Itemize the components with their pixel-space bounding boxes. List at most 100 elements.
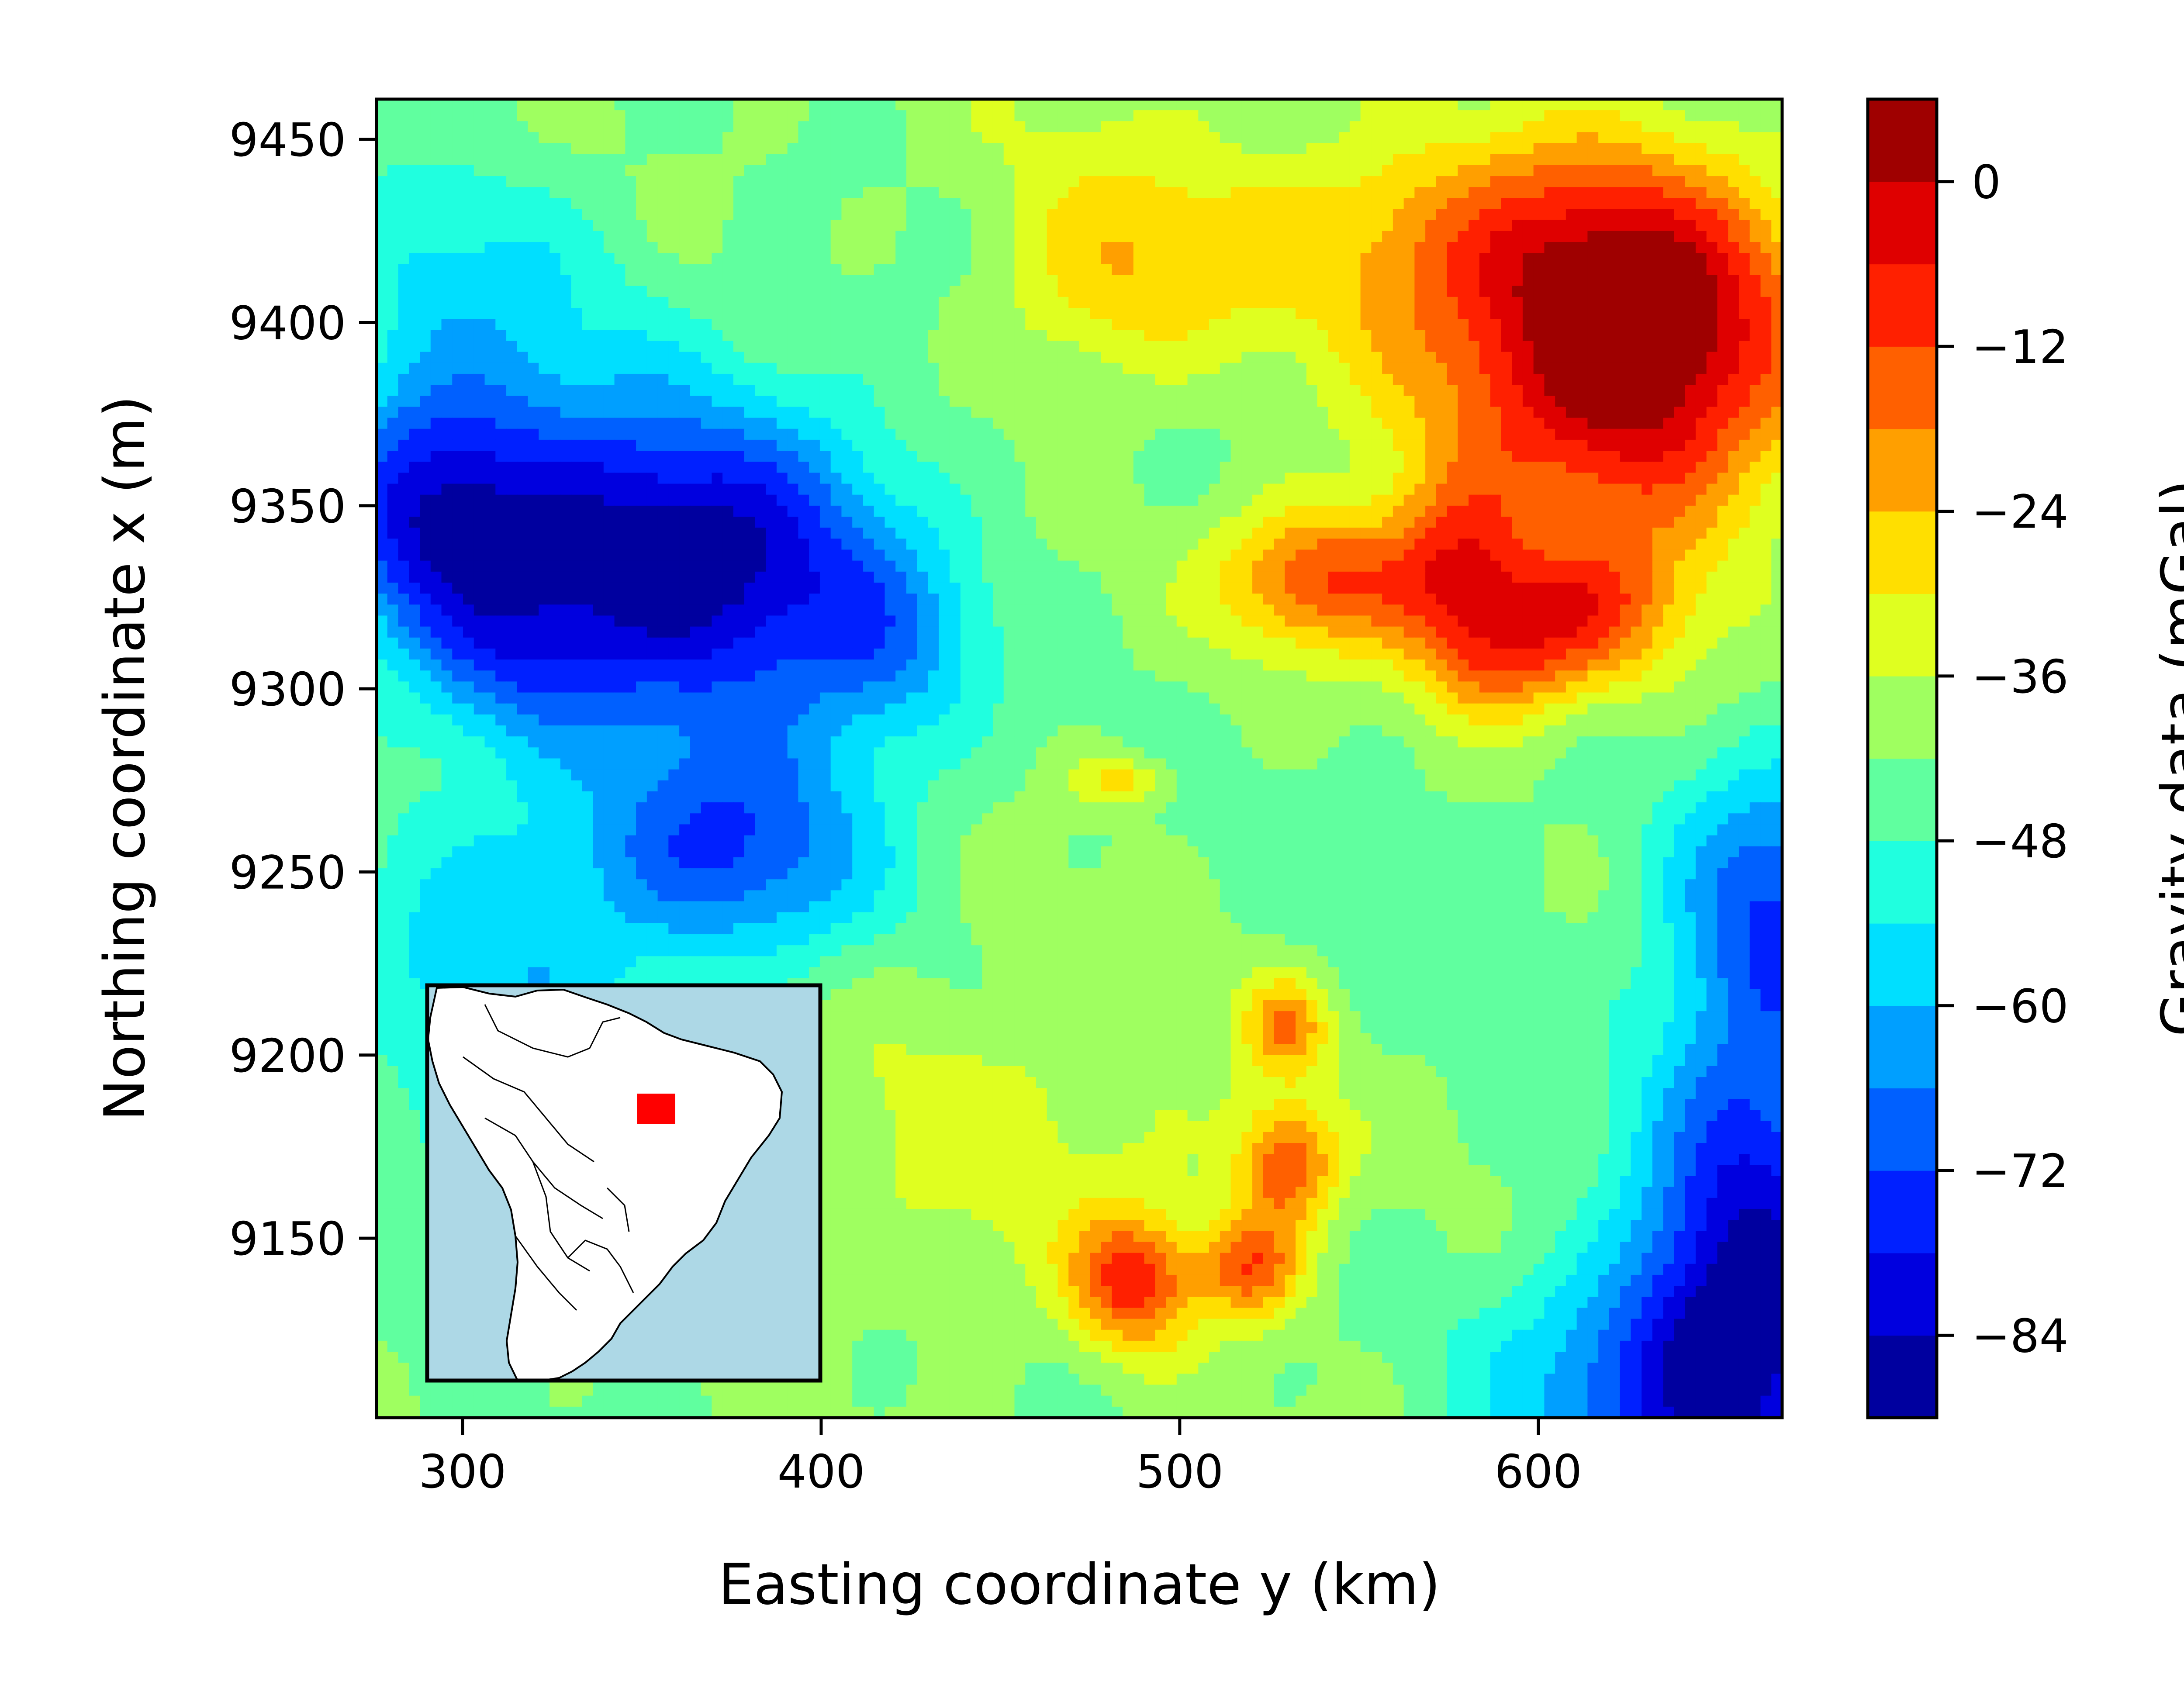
heat-cell (1003, 176, 1015, 188)
heat-cell (1003, 341, 1015, 352)
heat-cell (1252, 451, 1264, 463)
heat-cell (1263, 505, 1275, 517)
heat-cell (992, 373, 1004, 385)
heat-cell (1003, 439, 1015, 451)
heat-cell (398, 473, 410, 484)
heat-cell (712, 242, 723, 254)
heat-cell (1403, 439, 1415, 451)
heat-cell (1144, 209, 1156, 221)
heat-cell (906, 308, 918, 319)
heat-cell (409, 352, 420, 363)
heat-cell (701, 253, 712, 265)
heat-cell (473, 143, 485, 155)
heat-cell (506, 396, 518, 407)
heat-cell (1695, 187, 1707, 199)
heat-cell (1123, 231, 1134, 242)
heat-cell (1360, 439, 1372, 451)
heat-cell (1631, 483, 1642, 495)
heat-cell (1620, 451, 1631, 463)
heat-cell (863, 341, 874, 352)
heat-cell (701, 209, 712, 221)
heat-cell (733, 362, 745, 374)
heat-cell (1371, 428, 1382, 440)
heat-cell (722, 297, 734, 308)
heat-cell (1403, 494, 1415, 506)
heat-cell (1230, 132, 1242, 144)
heat-cell (1382, 494, 1393, 506)
heat-cell (895, 319, 907, 331)
heat-cell (1490, 308, 1502, 319)
heat-cell (1533, 473, 1545, 484)
heat-cell (1090, 297, 1102, 308)
heat-cell (830, 209, 842, 221)
heat-cell (506, 121, 518, 133)
heat-cell (1609, 439, 1621, 451)
heat-cell (690, 451, 702, 463)
heat-cell (506, 198, 518, 210)
heat-cell (1760, 418, 1772, 429)
heat-cell (560, 439, 572, 451)
heat-cell (1144, 330, 1156, 342)
heat-cell (1339, 319, 1350, 331)
heat-cell (1036, 407, 1047, 418)
heat-cell (539, 451, 550, 463)
heat-cell (971, 352, 983, 363)
heat-cell (1393, 209, 1404, 221)
heat-cell (1641, 121, 1653, 133)
heat-cell (1620, 187, 1631, 199)
heat-cell (1576, 439, 1588, 451)
heat-cell (1620, 308, 1631, 319)
heat-cell (646, 154, 658, 166)
heat-cell (1220, 286, 1231, 297)
heat-cell (1360, 231, 1372, 242)
heat-cell (1003, 253, 1015, 265)
heat-cell (1285, 483, 1296, 495)
heat-cell (1176, 330, 1188, 342)
heat-cell (549, 517, 561, 528)
heat-cell (1749, 341, 1761, 352)
heat-cell (863, 352, 874, 363)
heat-cell (625, 373, 636, 385)
heat-cell (1760, 209, 1772, 221)
heat-cell (571, 483, 583, 495)
heat-cell (1706, 154, 1718, 166)
heat-cell (1425, 462, 1437, 473)
heat-cell (1663, 264, 1675, 276)
heat-cell (787, 418, 799, 429)
heat-cell (960, 473, 972, 484)
heat-cell (1695, 505, 1707, 517)
heat-cell (517, 439, 529, 451)
heat-cell (409, 231, 420, 242)
heat-cell (1458, 297, 1469, 308)
heat-cell (560, 352, 572, 363)
heat-cell (787, 428, 799, 440)
heat-cell (1166, 473, 1177, 484)
heat-cell (1652, 396, 1664, 407)
heat-cell (1620, 275, 1631, 287)
heat-cell (949, 187, 961, 199)
heat-cell (1112, 341, 1123, 352)
heat-cell (852, 220, 864, 231)
heat-cell (1695, 253, 1707, 265)
heat-cell (1490, 143, 1502, 155)
heat-cell (906, 275, 918, 287)
heat-cell (1576, 154, 1588, 166)
heat-cell (1241, 132, 1253, 144)
heat-cell (1728, 494, 1739, 506)
heat-cell (1738, 242, 1750, 254)
heat-cell (430, 451, 442, 463)
heat-cell (1479, 176, 1491, 188)
heat-cell (679, 176, 691, 188)
heat-cell (1090, 373, 1102, 385)
heat-cell (1003, 143, 1015, 155)
heat-cell (1760, 341, 1772, 352)
heat-cell (1706, 209, 1718, 221)
heat-cell (1306, 165, 1318, 176)
heat-cell (582, 132, 593, 144)
heat-cell (1717, 341, 1729, 352)
heat-cell (398, 165, 410, 176)
heat-cell (1436, 418, 1448, 429)
heat-cell (712, 154, 723, 166)
heat-cell (1533, 209, 1545, 221)
heat-cell (1166, 373, 1177, 385)
